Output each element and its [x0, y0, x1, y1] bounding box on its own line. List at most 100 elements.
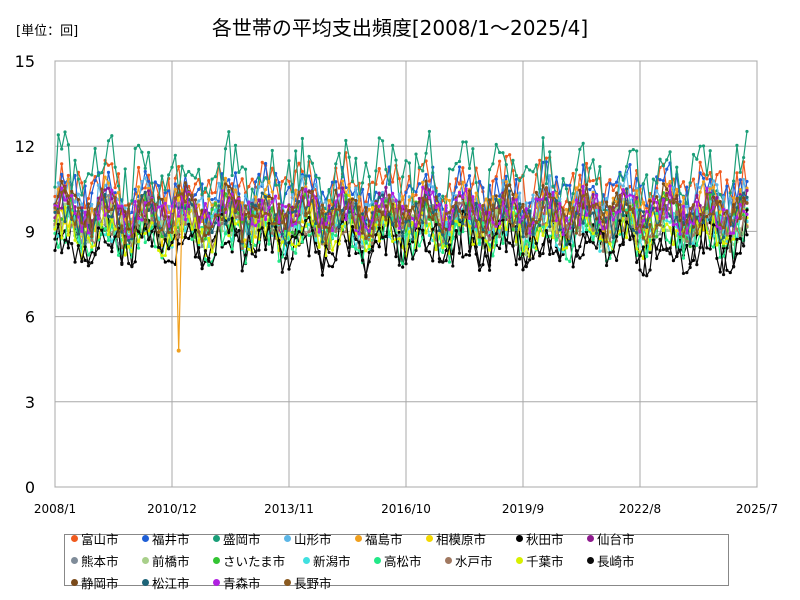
data-point — [671, 197, 676, 202]
data-point — [675, 187, 679, 191]
data-point — [370, 200, 375, 204]
data-point — [381, 210, 385, 214]
data-point — [340, 190, 345, 194]
data-point — [397, 263, 401, 267]
data-point — [63, 198, 67, 202]
data-point — [147, 173, 151, 177]
legend-item: 福島市 — [355, 527, 426, 549]
data-point — [638, 268, 642, 272]
data-point — [294, 251, 298, 255]
data-point — [233, 184, 238, 188]
data-point — [381, 139, 385, 143]
legend-label: 山形市 — [294, 531, 332, 547]
data-point — [223, 182, 228, 186]
data-point — [397, 226, 401, 230]
data-point — [150, 181, 154, 185]
data-point — [354, 228, 358, 232]
data-point — [83, 179, 87, 184]
data-point — [247, 215, 251, 219]
data-point — [133, 187, 137, 191]
data-point — [705, 230, 709, 235]
data-point — [721, 254, 726, 258]
data-point — [524, 207, 528, 211]
data-point — [53, 237, 57, 241]
data-point — [581, 194, 585, 198]
data-point — [334, 200, 338, 204]
data-point — [661, 247, 666, 252]
data-point — [671, 223, 676, 227]
data-point — [661, 178, 666, 183]
data-point — [471, 195, 475, 199]
data-point — [451, 191, 455, 195]
data-point — [197, 187, 201, 191]
data-point — [501, 194, 505, 198]
data-point — [284, 226, 288, 231]
data-point — [725, 236, 729, 240]
data-point — [574, 198, 579, 202]
data-point — [60, 206, 64, 210]
data-point — [354, 201, 358, 206]
data-point — [691, 244, 696, 248]
data-point — [464, 187, 468, 191]
data-point — [718, 199, 722, 204]
data-point — [233, 171, 238, 175]
data-point — [267, 205, 271, 210]
data-point — [691, 203, 696, 207]
data-point — [116, 172, 121, 176]
data-point — [287, 231, 291, 235]
data-point — [641, 245, 645, 249]
data-point — [434, 205, 438, 210]
data-point — [521, 252, 525, 256]
data-point — [467, 249, 472, 253]
data-point — [173, 182, 177, 186]
data-point — [287, 267, 291, 271]
data-point — [668, 226, 672, 230]
data-point — [735, 206, 739, 210]
data-point — [578, 147, 582, 151]
data-point — [578, 233, 582, 237]
data-point — [685, 243, 689, 247]
data-point — [484, 239, 488, 243]
data-point — [441, 232, 445, 236]
data-point — [628, 163, 632, 167]
data-point — [628, 205, 632, 209]
data-point — [310, 161, 314, 165]
data-point — [76, 192, 80, 196]
data-point — [508, 189, 512, 193]
data-point — [718, 222, 722, 227]
data-point — [106, 209, 111, 214]
data-point — [635, 200, 639, 204]
data-point — [330, 206, 335, 210]
data-point — [498, 226, 502, 230]
data-point — [414, 152, 418, 156]
data-point — [217, 223, 221, 227]
data-point — [160, 256, 164, 260]
data-point — [314, 221, 318, 226]
data-point — [487, 268, 492, 272]
data-point — [451, 264, 455, 268]
data-point — [721, 246, 726, 250]
data-point — [735, 227, 739, 231]
data-point — [514, 263, 518, 267]
data-point — [668, 252, 672, 256]
data-point — [257, 185, 261, 189]
data-point — [491, 195, 495, 199]
data-point — [210, 214, 214, 218]
data-point — [407, 161, 411, 165]
data-point — [203, 208, 208, 212]
data-point — [571, 206, 575, 210]
data-point — [147, 189, 151, 193]
data-point — [407, 230, 411, 234]
data-point — [334, 162, 338, 166]
data-point — [628, 193, 632, 197]
data-point — [103, 188, 107, 192]
data-point — [608, 181, 612, 186]
data-point — [136, 216, 141, 220]
data-point — [504, 249, 508, 254]
legend-marker — [213, 534, 220, 542]
data-point — [100, 222, 104, 226]
data-point — [501, 241, 505, 245]
data-point — [404, 262, 408, 266]
data-point — [344, 230, 348, 234]
